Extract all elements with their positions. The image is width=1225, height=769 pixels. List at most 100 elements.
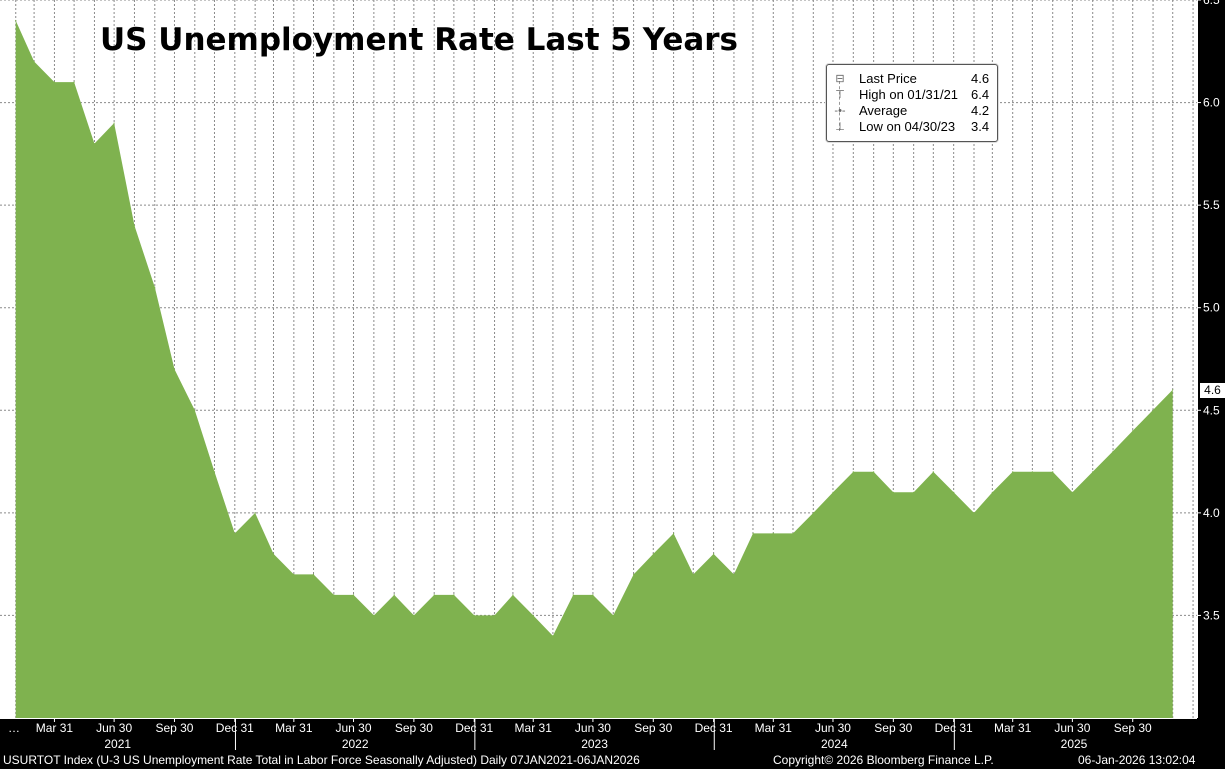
data-point [1031, 471, 1033, 473]
data-point [433, 594, 435, 596]
axes-layer: 6.5 6.0 5.5 5.0 4.5 4.0 3.5 … Mar 31 Jun 30 Sep 30… [0, 0, 1220, 751]
data-point [254, 512, 256, 514]
data-point [453, 594, 455, 596]
low-marker-icon: ⊥ [835, 121, 845, 133]
data-point [113, 122, 115, 124]
year-label: 2021 [104, 737, 131, 751]
data-point [1071, 491, 1073, 493]
data-point [512, 594, 514, 596]
data-point [173, 368, 176, 370]
year-label: 2023 [581, 737, 608, 751]
legend-item-last-price: ⊟ Last Price 4.6 [827, 71, 997, 87]
data-point [194, 409, 196, 411]
data-point [133, 225, 136, 227]
y-tick-label: 4.0 [1203, 506, 1220, 520]
y-tick-label: 6.5 [1203, 0, 1220, 7]
data-point [852, 471, 854, 473]
data-point [772, 532, 774, 535]
data-point [15, 19, 17, 22]
data-point [892, 491, 894, 493]
x-tick-label: Sep 30 [1114, 721, 1152, 735]
legend-label: Low on 04/30/23 [859, 119, 956, 134]
footer-source: USURTOT Index (U-3 US Unemployment Rate … [3, 753, 640, 767]
data-point [692, 573, 694, 576]
x-tick-label: Sep 30 [634, 721, 672, 735]
data-point [154, 286, 156, 288]
data-area-layer [15, 19, 1174, 718]
data-point [1092, 471, 1094, 473]
data-point [812, 512, 814, 514]
x-tick-label: Jun 30 [575, 721, 611, 735]
data-point [652, 553, 654, 555]
data-point [473, 614, 475, 617]
data-point [592, 594, 594, 596]
data-point [1112, 450, 1114, 452]
legend-item-average: -•- Average 4.2 [827, 103, 997, 119]
data-point [493, 614, 496, 617]
legend-label: Average [859, 103, 908, 118]
data-point [333, 594, 335, 596]
data-point [873, 471, 875, 473]
data-point [393, 594, 395, 596]
data-point [293, 573, 295, 576]
data-point [1012, 471, 1014, 473]
x-tick-label: Sep 30 [155, 721, 193, 735]
x-tick-label: Mar 31 [275, 721, 313, 735]
x-tick-label: Jun 30 [1054, 721, 1090, 735]
data-point [612, 614, 614, 617]
legend-label: High on 01/31/21 [859, 87, 959, 102]
data-point [792, 532, 794, 535]
x-tick-label: Mar 31 [755, 721, 793, 735]
y-tick-label: 5.0 [1203, 301, 1220, 315]
high-marker-icon: ⊤ [835, 89, 845, 101]
legend-item-low: ⊥ Low on 04/30/23 3.4 [827, 119, 997, 135]
data-point [33, 60, 35, 63]
average-marker-icon: -•- [834, 105, 846, 117]
data-point [234, 532, 236, 535]
last-value-tag: 4.6 [1200, 382, 1225, 398]
data-point [373, 614, 375, 617]
data-point [73, 81, 75, 83]
year-label: 2025 [1061, 737, 1088, 751]
data-point [932, 471, 934, 473]
data-point [991, 491, 994, 493]
legend-value: 6.4 [971, 87, 990, 102]
data-point [1132, 430, 1134, 432]
data-point [733, 573, 735, 576]
footer-copyright: Copyright© 2026 Bloomberg Finance L.P. [773, 753, 994, 767]
data-point [633, 573, 635, 576]
x-tick-label: Mar 31 [515, 721, 553, 735]
legend-value: 4.6 [971, 71, 990, 86]
data-point [973, 512, 975, 514]
legend-label: Last Price [859, 71, 917, 86]
x-tick-label: … [8, 721, 20, 735]
legend-box: ⊟ Last Price 4.6 ⊤ High on 01/31/21 6.4 … [826, 64, 998, 142]
x-tick-label: Sep 30 [395, 721, 433, 735]
data-point [953, 491, 955, 493]
x-tick-label: Jun 30 [336, 721, 372, 735]
data-point [532, 614, 534, 617]
legend-value: 3.4 [971, 119, 990, 134]
data-point [713, 553, 715, 555]
year-label: 2024 [821, 737, 848, 751]
data-point [572, 594, 574, 596]
data-point [213, 471, 216, 473]
data-point [913, 491, 915, 493]
data-point [1172, 389, 1174, 391]
data-point [272, 553, 275, 555]
unemployment-area-series [15, 20, 1173, 718]
data-point [312, 573, 315, 576]
y-tick-label: 6.0 [1203, 96, 1220, 110]
footer-timestamp: 06-Jan-2026 13:02:04 [1078, 753, 1196, 767]
data-point [752, 532, 754, 535]
chart-title: US Unemployment Rate Last 5 Years [100, 22, 738, 58]
x-tick-label: Jun 30 [815, 721, 851, 735]
y-tick-label: 3.5 [1203, 608, 1220, 622]
data-point [832, 491, 834, 493]
data-point [1052, 471, 1054, 473]
area-swatch-icon: ⊟ [835, 73, 845, 85]
x-tick-label: Sep 30 [874, 721, 912, 735]
x-tick-label: Jun 30 [96, 721, 132, 735]
data-point [53, 81, 56, 83]
